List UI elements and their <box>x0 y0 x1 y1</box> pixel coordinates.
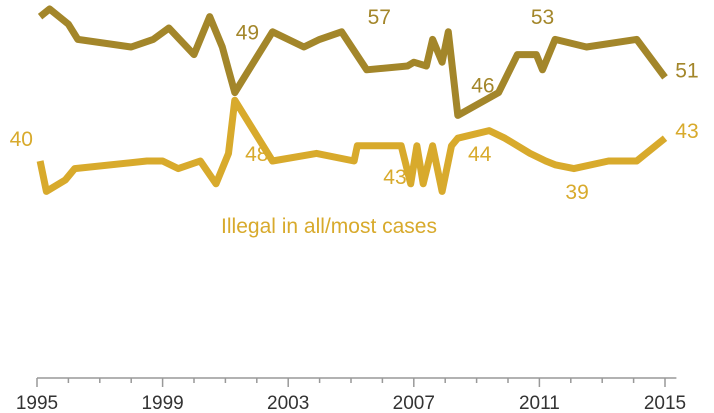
data-label: 48 <box>245 143 268 166</box>
series-label-illegal: Illegal in all/most cases <box>221 215 437 238</box>
x-tick-label: 2003 <box>267 393 309 413</box>
data-label: 57 <box>368 6 391 29</box>
data-label: 49 <box>236 21 259 44</box>
x-axis: 1995 1999 2003 2007 2011 2015 <box>16 377 686 413</box>
series-line-illegal <box>36 96 668 195</box>
x-tick-label: 2007 <box>393 393 435 413</box>
series-line-legal <box>37 5 668 119</box>
label-layer: Legal in all/most casesIllegal in all/mo… <box>10 6 699 238</box>
x-tick-label: 1995 <box>16 393 58 413</box>
data-label: 53 <box>531 6 554 29</box>
data-label: 43 <box>675 120 698 143</box>
x-tick-label: 2015 <box>644 393 686 413</box>
x-tick-label: 1999 <box>141 393 183 413</box>
data-label: 40 <box>10 128 33 151</box>
data-label: 51 <box>675 59 698 82</box>
x-tick-label: 2011 <box>519 393 560 413</box>
data-label: 39 <box>565 181 588 204</box>
data-label: 46 <box>471 75 494 98</box>
data-label: 44 <box>468 143 492 166</box>
series-layer <box>36 5 668 195</box>
data-label: 43 <box>383 166 406 189</box>
